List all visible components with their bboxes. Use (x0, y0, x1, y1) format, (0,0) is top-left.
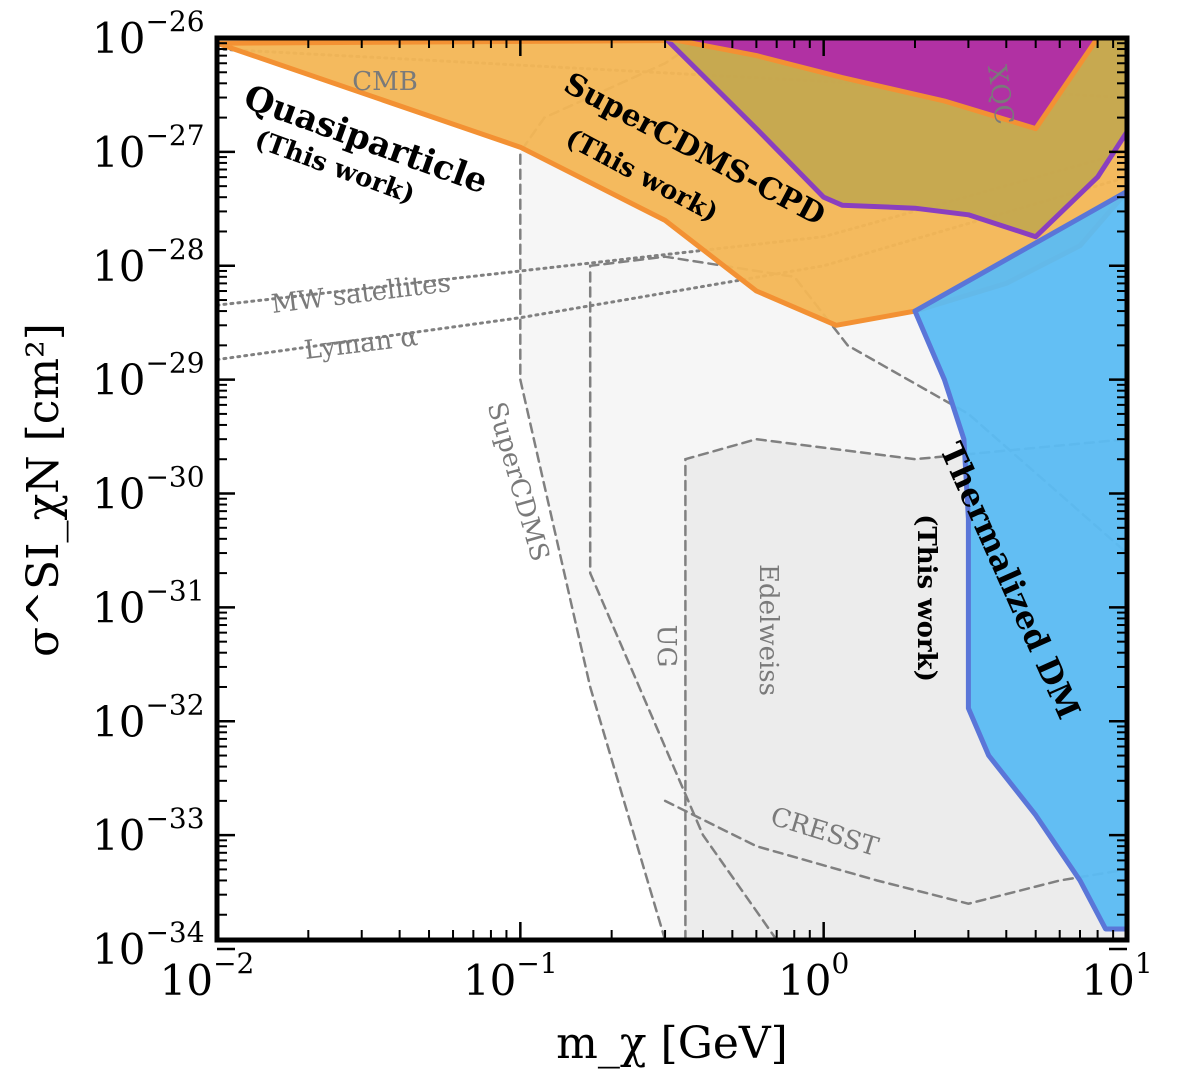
reference-curve-cresst (663, 799, 1127, 905)
x-tick-label: 10−2 (160, 947, 255, 1005)
x-tick-label: 100 (778, 947, 849, 1005)
annotation-cmb: CMB (352, 67, 418, 97)
region-thermalized-dm-this-work (912, 188, 1127, 932)
ticks-layer (215, 36, 1129, 951)
y-tick-label: 10−31 (92, 574, 205, 632)
x-tick-label: 10−1 (463, 947, 558, 1005)
reference-curve-ug (588, 255, 1127, 940)
y-tick-label: 10−27 (92, 119, 205, 177)
y-tick-label: 10−32 (92, 688, 205, 746)
y-axis-label: σ^SI_χN [cm²] (18, 323, 69, 657)
y-tick-label: 10−28 (92, 233, 205, 291)
frame-layer (214, 35, 1130, 943)
reference-curve-mw-satellites (217, 150, 1127, 307)
annotation-lyman: Lyman α (303, 322, 420, 366)
region-quasiparticle-upper-limit (662, 38, 1101, 132)
annotation-ug: UG (651, 625, 681, 668)
y-tick-label: 10−33 (92, 802, 205, 860)
x-tick-label: 101 (1081, 947, 1152, 1005)
y-tick-label: 10−29 (92, 347, 205, 405)
plot-area (217, 38, 1127, 940)
x-axis-label: m_χ [GeV] (556, 1018, 788, 1069)
y-tick-label: 10−30 (92, 461, 205, 519)
y-tick-label: 10−26 (92, 5, 205, 63)
annotation-edelweiss: Edelweiss (753, 564, 783, 696)
annotation-this-work: (This work) (911, 514, 941, 682)
plot-frame (214, 35, 1130, 943)
annotation-mw-satellites: MW satellites (270, 268, 453, 320)
